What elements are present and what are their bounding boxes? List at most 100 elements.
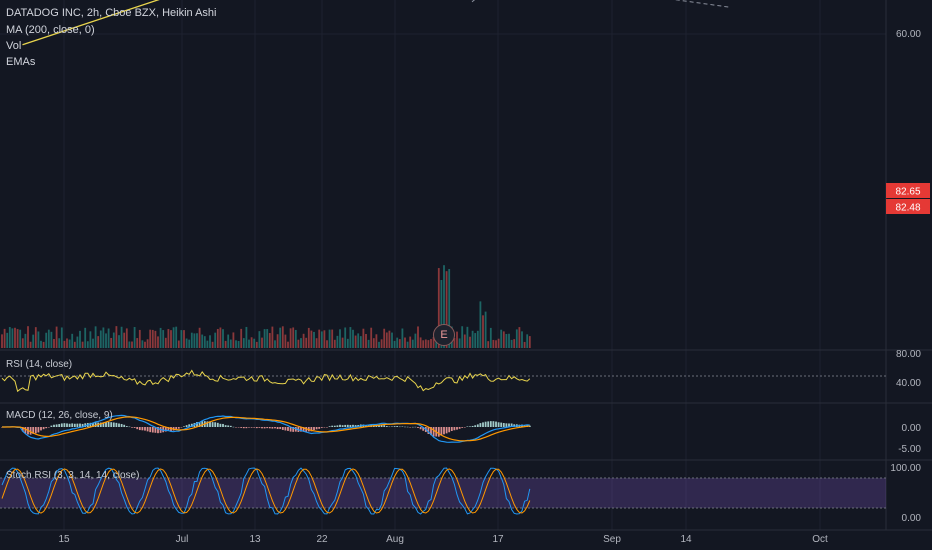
- volume-bar: [203, 336, 206, 348]
- volume-bar: [151, 329, 154, 348]
- macd-histogram-bar: [42, 427, 45, 430]
- macd-histogram-bar: [268, 427, 271, 429]
- price-axis-tick: 60.00: [896, 29, 921, 40]
- volume-bar: [79, 330, 81, 348]
- macd-histogram-bar: [346, 424, 349, 427]
- macd-histogram-bar: [177, 427, 180, 429]
- macd-histogram-bar: [248, 427, 250, 428]
- volume-bar: [245, 326, 248, 348]
- volume-bar: [214, 332, 217, 348]
- macd-histogram-bar: [222, 423, 224, 427]
- volume-bar: [133, 327, 136, 348]
- volume-bar: [271, 326, 274, 348]
- macd-histogram-bar: [385, 426, 388, 427]
- macd-histogram-bar: [344, 424, 347, 427]
- macd-histogram-bar: [34, 427, 37, 434]
- volume-bar: [185, 338, 188, 348]
- volume-bar: [305, 337, 308, 348]
- macd-histogram-bar: [32, 427, 35, 434]
- macd-histogram-bar: [167, 427, 170, 431]
- macd-histogram-bar: [458, 427, 461, 429]
- macd-histogram-bar: [393, 426, 396, 427]
- volume-bar: [443, 265, 445, 348]
- volume-bar: [489, 327, 492, 348]
- volume-bar: [1, 334, 3, 348]
- macd-histogram-bar: [339, 424, 341, 427]
- volume-bar: [240, 328, 243, 348]
- macd-histogram-bar: [245, 427, 248, 429]
- volume-bar: [417, 326, 419, 348]
- time-axis-tick: Sep: [603, 534, 621, 545]
- volume-bar: [16, 329, 19, 348]
- volume-bar: [248, 339, 250, 348]
- volume-bar: [177, 340, 180, 348]
- macd-histogram-bar: [315, 427, 318, 430]
- volume-bar: [479, 301, 482, 348]
- macd-histogram-bar: [440, 427, 443, 436]
- macd-histogram-bar: [237, 427, 240, 428]
- macd-histogram-bar: [411, 426, 414, 428]
- volume-bar: [466, 326, 469, 348]
- volume-bar: [60, 327, 63, 348]
- macd-histogram-bar: [227, 425, 230, 427]
- volume-bar: [154, 330, 157, 348]
- macd-histogram-bar: [287, 427, 289, 431]
- macd-histogram-bar: [211, 422, 214, 427]
- volume-bar: [24, 333, 27, 348]
- macd-histogram-bar: [292, 427, 295, 432]
- macd-histogram-bar: [328, 426, 331, 427]
- volume-bar: [310, 330, 313, 348]
- macd-histogram-bar: [508, 423, 510, 427]
- volume-bar: [94, 326, 97, 348]
- macd-histogram-bar: [333, 425, 336, 427]
- macd-histogram-bar: [505, 423, 508, 427]
- macd-histogram-bar: [398, 426, 401, 428]
- macd-histogram-bar: [320, 427, 323, 428]
- macd-histogram-bar: [99, 422, 102, 427]
- macd-histogram-bar: [396, 426, 399, 427]
- macd-histogram-bar: [471, 425, 474, 427]
- macd-histogram-bar: [365, 425, 367, 427]
- macd-histogram-bar: [81, 423, 84, 427]
- macd-histogram-bar: [450, 427, 453, 431]
- volume-bar: [526, 334, 529, 348]
- volume-bar: [391, 332, 393, 348]
- macd-histogram-bar: [240, 427, 243, 428]
- macd-histogram-bar: [380, 425, 383, 427]
- indicator-vol-label: Vol: [6, 40, 22, 52]
- volume-bar: [414, 333, 417, 348]
- volume-bar: [289, 328, 292, 348]
- macd-histogram-bar: [404, 426, 406, 428]
- volume-bar: [458, 338, 461, 348]
- macd-histogram-bar: [443, 427, 445, 435]
- volume-bar: [518, 327, 521, 348]
- time-axis-tick: 15: [58, 534, 70, 545]
- price-label-bg: [886, 199, 930, 214]
- volume-bar: [453, 338, 456, 348]
- volume-bar: [474, 333, 477, 348]
- time-axis-tick: 14: [680, 534, 692, 545]
- volume-bar: [372, 338, 375, 348]
- macd-histogram-bar: [274, 427, 276, 429]
- price-label: 82.48: [895, 203, 920, 214]
- stoch-k-line: [1, 467, 531, 515]
- volume-bar: [344, 327, 347, 348]
- volume-bar: [40, 340, 42, 348]
- volume-bar: [515, 329, 518, 348]
- macd-histogram-bar: [474, 425, 477, 427]
- volume-bar: [188, 339, 191, 348]
- volume-bar: [47, 329, 50, 348]
- macd-histogram-bar: [354, 425, 357, 427]
- price-label: 82.65: [895, 187, 920, 198]
- macd-histogram-bar: [105, 422, 107, 427]
- macd-histogram-bar: [242, 427, 245, 429]
- volume-bar: [224, 340, 227, 348]
- volume-bar: [393, 340, 396, 348]
- macd-histogram-bar: [123, 424, 126, 427]
- macd-histogram-bar: [383, 425, 386, 427]
- macd-histogram-bar: [263, 427, 266, 429]
- earnings-marker[interactable]: E: [433, 324, 455, 346]
- volume-bar: [131, 341, 133, 348]
- price-axis: 110.00100.0090.0080.0070.0060.0080.0040.…: [890, 29, 921, 524]
